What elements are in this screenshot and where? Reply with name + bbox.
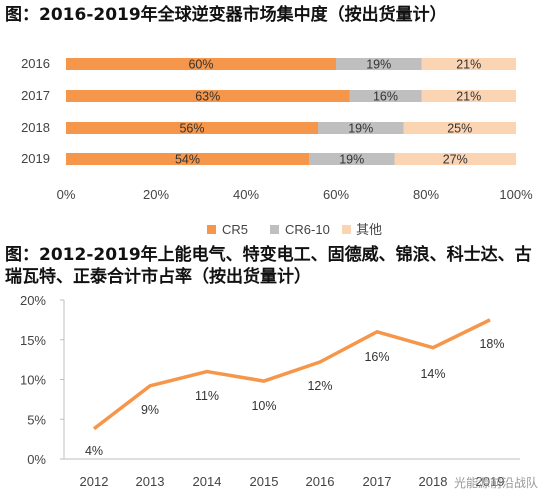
chart1-bar-other	[421, 90, 516, 102]
chart1-data-label: 54%	[175, 153, 200, 167]
chart2-data-label: 16%	[364, 350, 389, 364]
chart1-x-tick: 80%	[413, 187, 439, 202]
chart1-data-label: 60%	[188, 58, 213, 72]
watermark: 光能源前沿战队	[453, 476, 538, 490]
chart2-x-tick: 2019	[476, 474, 505, 489]
chart1-bar-cr6-10	[349, 90, 422, 102]
chart1-data-label: 16%	[373, 90, 398, 104]
chart2-x-tick: 2018	[419, 474, 448, 489]
chart2-y-tick: 0%	[27, 452, 46, 467]
chart1-x-tick: 0%	[57, 187, 76, 202]
chart2-data-label: 9%	[141, 403, 159, 417]
chart1-data-label: 21%	[456, 90, 481, 104]
chart2-x-tick: 2017	[363, 474, 392, 489]
chart2-x-tick: 2013	[136, 474, 165, 489]
chart1-bar-cr5	[66, 122, 318, 134]
chart2-y-tick: 15%	[20, 333, 46, 348]
chart1-legend-label: CR6-10	[285, 222, 330, 237]
chart1-bar-other	[394, 153, 516, 165]
chart2-data-label: 18%	[479, 337, 504, 351]
chart1-x-tick: 100%	[499, 187, 533, 202]
chart2-data-label: 11%	[195, 389, 219, 403]
chart1-category-label: 2017	[21, 88, 50, 103]
chart1-bar-other	[421, 58, 516, 70]
chart1-bar-cr5	[66, 90, 350, 102]
chart2-data-label: 10%	[251, 399, 276, 413]
chart1-x-tick: 40%	[233, 187, 259, 202]
chart2-data-label: 4%	[85, 444, 103, 458]
chart1-x-tick: 20%	[143, 187, 169, 202]
chart2-y-tick: 20%	[20, 293, 46, 308]
chart1-bar-cr6-10	[336, 58, 422, 70]
chart1-title: 图：2016-2019年全球逆变器市场集中度（按出货量计）	[5, 5, 447, 25]
chart2-data-label: 14%	[420, 367, 445, 381]
chart1-data-label: 63%	[195, 90, 220, 104]
chart1-data-label: 21%	[456, 58, 481, 72]
chart1-data-label: 19%	[348, 122, 373, 136]
chart1-x-tick: 60%	[323, 187, 349, 202]
chart1-bar-cr5	[66, 153, 309, 165]
chart1-bar-cr5	[66, 58, 336, 70]
chart1-legend-label: 其他	[356, 222, 382, 237]
chart1-legend-label: CR5	[222, 222, 248, 237]
chart1-data-label: 56%	[179, 122, 204, 136]
chart1-bar-cr6-10	[309, 153, 395, 165]
chart2-series-line	[92, 318, 491, 431]
chart1-category-label: 2016	[21, 56, 50, 71]
chart2-title: 图：2012-2019年上能电气、特变电工、固德威、锦浪、科士达、古瑞瓦特、正泰…	[5, 245, 532, 287]
chart1-data-label: 25%	[447, 122, 472, 136]
chart2-y-tick: 10%	[20, 373, 46, 388]
chart1-data-label: 27%	[443, 153, 468, 167]
chart1-bar-cr6-10	[318, 122, 404, 134]
chart1-svg: 2016 60% 19% 21% 2017 63% 16% 21% 2018 56% 19% 25% 2…	[21, 56, 533, 237]
chart1-legend-swatch	[342, 225, 351, 234]
chart2-x-tick: 2012	[80, 474, 109, 489]
chart1-bar-other	[403, 122, 516, 134]
chart1-data-label: 19%	[366, 58, 391, 72]
chart2-x-tick: 2016	[306, 474, 335, 489]
chart1-legend-swatch	[270, 225, 279, 234]
chart2-data-label: 12%	[307, 379, 332, 393]
chart2-y-tick: 5%	[27, 412, 46, 427]
chart1-category-label: 2018	[21, 120, 50, 135]
chart1-legend-swatch	[207, 225, 216, 234]
chart1-data-label: 19%	[339, 153, 364, 167]
chart1-category-label: 2019	[21, 151, 50, 166]
chart2-x-tick: 2015	[250, 474, 279, 489]
chart2-x-tick: 2014	[193, 474, 222, 489]
